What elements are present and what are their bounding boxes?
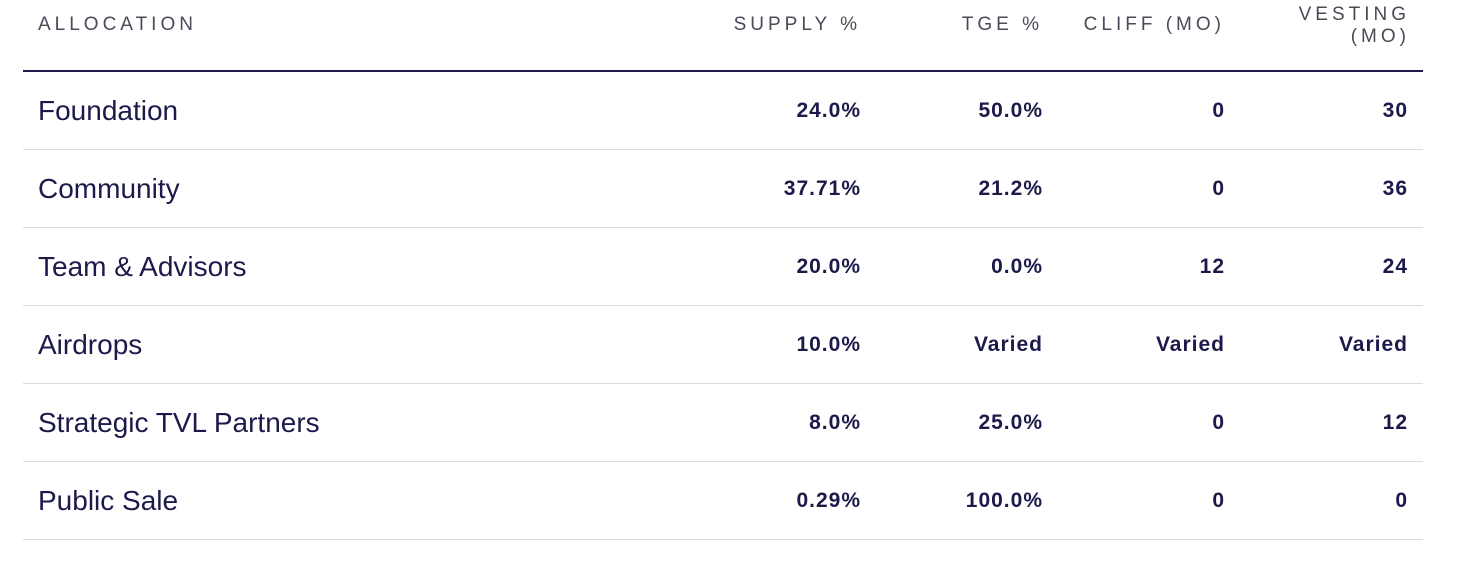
table-header: ALLOCATION SUPPLY % TGE % CLIFF (MO) VES… <box>23 0 1423 72</box>
tge-value: Varied <box>973 333 1043 356</box>
header-tge: TGE % <box>961 14 1043 35</box>
table-row: Strategic TVL Partners 8.0% 25.0% 0 12 <box>23 384 1423 462</box>
tge-value: 0.0% <box>991 255 1043 278</box>
header-vesting: VESTING (MO) <box>1250 4 1410 48</box>
header-vesting-line1: VESTING <box>1298 4 1410 25</box>
tge-value: 50.0% <box>978 99 1043 122</box>
supply-value: 10.0% <box>796 333 861 356</box>
header-vesting-line2: (MO) <box>1350 26 1410 47</box>
table-row: Team & Advisors 20.0% 0.0% 12 24 <box>23 228 1423 306</box>
cliff-value: 0 <box>1212 99 1225 122</box>
allocation-name: Public Sale <box>38 485 179 516</box>
allocation-name: Team & Advisors <box>38 251 247 282</box>
tge-value: 100.0% <box>965 489 1043 512</box>
vesting-value: 12 <box>1382 411 1408 434</box>
vesting-value: Varied <box>1338 333 1408 356</box>
table-row: Airdrops 10.0% Varied Varied Varied <box>23 306 1423 384</box>
cliff-value: Varied <box>1155 333 1225 356</box>
cliff-value: 0 <box>1212 177 1225 200</box>
allocation-name: Airdrops <box>38 329 143 360</box>
table-row: Community 37.71% 21.2% 0 36 <box>23 150 1423 228</box>
supply-value: 0.29% <box>796 489 861 512</box>
vesting-value: 0 <box>1395 489 1408 512</box>
allocation-name: Community <box>38 173 180 204</box>
tge-value: 25.0% <box>978 411 1043 434</box>
cliff-value: 0 <box>1212 489 1225 512</box>
table-row: Foundation 24.0% 50.0% 0 30 <box>23 72 1423 150</box>
vesting-value: 24 <box>1382 255 1408 278</box>
header-allocation: ALLOCATION <box>38 14 197 35</box>
cliff-value: 12 <box>1199 255 1225 278</box>
header-cliff: CLIFF (MO) <box>1083 14 1225 35</box>
vesting-value: 36 <box>1382 177 1408 200</box>
allocation-name: Strategic TVL Partners <box>38 407 320 438</box>
table-row: Public Sale 0.29% 100.0% 0 0 <box>23 462 1423 540</box>
vesting-value: 30 <box>1382 99 1408 122</box>
allocation-name: Foundation <box>38 95 179 126</box>
supply-value: 8.0% <box>809 411 861 434</box>
supply-value: 24.0% <box>796 99 861 122</box>
supply-value: 37.71% <box>783 177 861 200</box>
header-supply: SUPPLY % <box>733 14 861 35</box>
tge-value: 21.2% <box>978 177 1043 200</box>
cliff-value: 0 <box>1212 411 1225 434</box>
supply-value: 20.0% <box>796 255 861 278</box>
allocation-table: ALLOCATION SUPPLY % TGE % CLIFF (MO) VES… <box>23 0 1423 540</box>
